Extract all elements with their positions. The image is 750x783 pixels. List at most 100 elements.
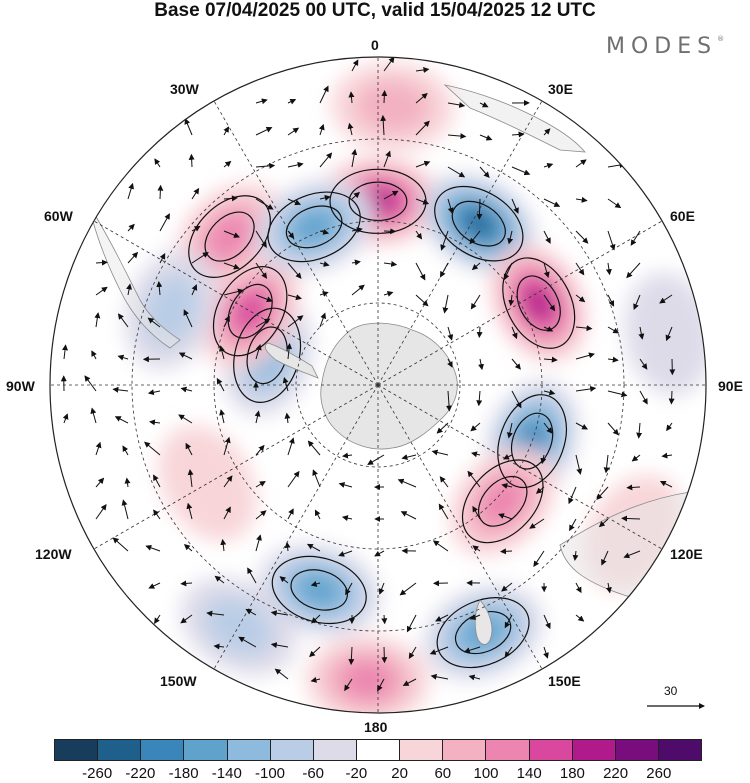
wind-arrow [351,148,358,168]
wind-arrow [223,288,244,296]
wind-arrow [351,227,363,233]
lon-label-60e: 60E [670,208,695,224]
wind-arrow [112,386,129,393]
wind-arrow [351,191,360,200]
wind-arrow [511,390,522,409]
lon-label-90e: 90E [718,378,743,394]
wind-arrow [255,98,268,105]
contour-line [285,205,343,249]
wind-arrow [476,326,483,338]
wind-vectors [60,57,676,692]
lon-label-60w: 60W [44,208,73,224]
wind-arrow [543,646,549,659]
wind-arrow [575,159,587,168]
polar-stereographic-map [49,56,707,714]
wind-arrow [607,390,628,398]
colorbar-tick-label: 60 [434,765,452,782]
wind-arrow [216,377,225,392]
wind-arrow [502,454,513,460]
wind-arrow [429,646,449,655]
wind-arrow [603,454,610,474]
wind-arrow [124,477,131,488]
wind-arrow [159,213,170,232]
wind-arrow [569,518,577,532]
wind-arrow [62,344,69,360]
colorbar-cell [529,740,573,760]
wind-arrow [255,198,274,210]
wind-arrow [284,541,291,552]
wind-arrow [601,550,609,566]
wind-arrow [431,449,449,456]
wind-arrow [575,230,589,244]
wind-arrow [183,544,193,552]
wind-arrow [284,412,291,424]
wind-arrow [630,230,641,246]
wind-arrow [255,127,273,136]
wind-arrow [447,326,454,341]
wind-arrow [338,550,353,557]
wind-arrow [213,643,225,650]
wind-arrow [639,358,648,370]
wind-arrow [543,614,551,630]
colorbar-cell [486,740,530,760]
wind-arrow [400,511,417,520]
wind-arrow [145,544,161,552]
colorbar-tick-label: 220 [603,765,629,782]
wind-arrow [91,350,97,360]
wind-arrow [415,160,431,168]
lon-label-150e: 150E [548,673,581,689]
wind-arrow [607,326,620,334]
wind-arrow [575,262,585,276]
wind-arrow [255,480,266,488]
wind-arrow [159,253,166,264]
wind-arrow [378,582,385,595]
wind-arrow [377,678,385,692]
wind-arrow [575,422,588,430]
wind-arrow [661,452,673,459]
colorbar-tick-label: -180 [168,765,199,782]
wind-arrow [219,409,226,424]
wind-arrow [351,284,365,296]
wind-arrow [381,614,388,625]
wind-arrow [348,91,355,104]
wind-arrow [282,376,289,392]
lon-label-120w: 120W [35,546,72,562]
wind-arrow [467,470,481,488]
wind-arrow [287,508,294,520]
wind-arrow [540,454,547,465]
anomaly-level [355,80,430,134]
wind-arrow [149,419,161,426]
antarctica-landmass [320,322,458,450]
wind-arrow [543,356,558,363]
wind-arrow [511,326,518,340]
lon-label-90w: 90W [6,378,35,394]
wind-arrow [153,474,161,488]
wind-arrow [472,505,481,520]
wind-arrow [435,614,449,622]
contour-line [271,555,367,625]
wind-arrow [147,317,161,328]
wind-arrow [478,358,484,371]
wind-arrow [112,537,129,552]
colorbar-cell [313,740,357,760]
wind-arrow [312,469,321,488]
anomaly-level [233,291,267,331]
wind-arrow [255,262,268,279]
wind-arrow [668,390,675,405]
wind-arrow [383,228,397,235]
lon-label-120e: 120E [670,546,703,562]
meridian-line [377,384,663,550]
map-boundary [49,56,707,714]
anomaly-level [206,213,253,260]
wind-arrow [214,575,225,584]
wind-arrow [95,259,108,266]
wind-arrow [402,678,417,686]
wind-arrow [415,120,430,136]
wind-arrow [95,503,107,520]
wind-arrow [191,225,201,232]
wind-arrow [381,90,388,104]
wind-arrow [191,252,209,264]
colorbar-tick-label: -220 [125,765,156,782]
wind-arrow [223,126,229,136]
wind-arrow [238,636,257,648]
